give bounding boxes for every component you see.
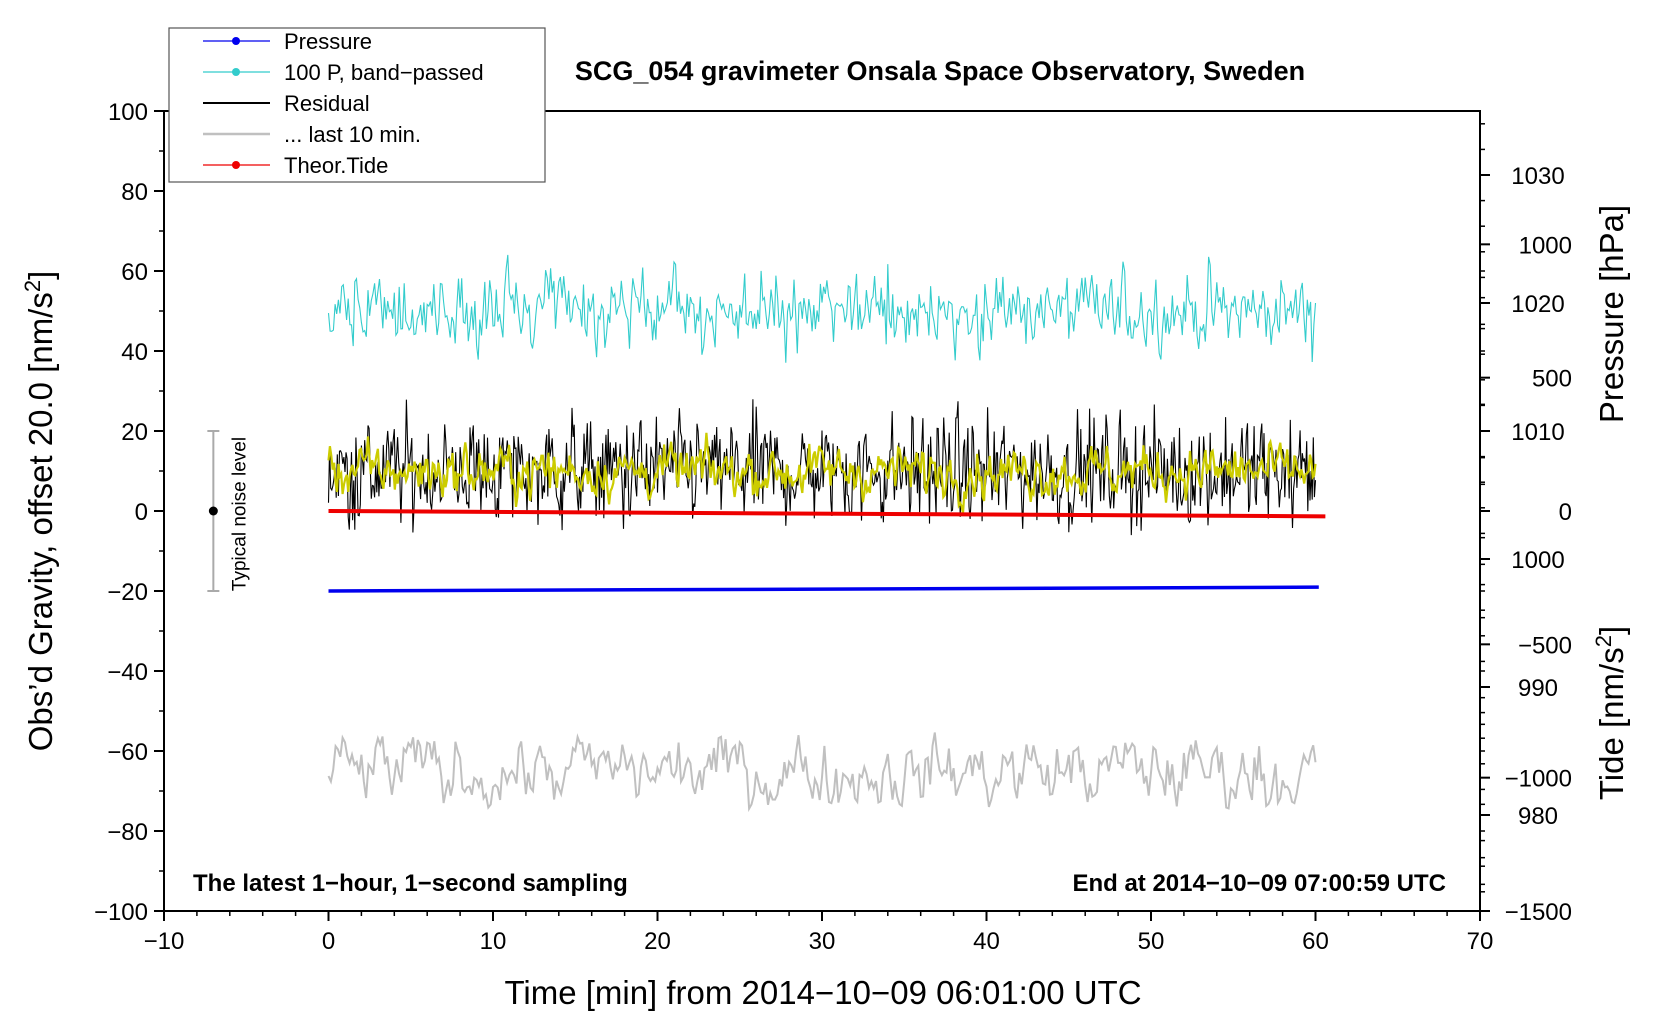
y-tick-label: −20 — [107, 579, 148, 606]
chart-title: SCG_054 gravimeter Onsala Space Observat… — [575, 56, 1305, 86]
sampling-note: The latest 1−hour, 1−second sampling — [193, 870, 628, 897]
x-tick-label: −10 — [144, 928, 185, 955]
pressure-tick-label: 1020 — [1511, 291, 1564, 318]
x-axis: −10 0 10 20 30 40 50 60 70 — [144, 911, 1494, 955]
legend-label: ... last 10 min. — [284, 122, 421, 147]
x-tick-label: 30 — [809, 928, 836, 955]
series-bandpassed-line — [327, 254, 1317, 363]
legend: Pressure 100 P, band−passed Residual ... la… — [168, 27, 546, 183]
series-last10min-line — [327, 732, 1317, 813]
pressure-tick-label: 990 — [1518, 675, 1558, 702]
pressure-tick-label: 1030 — [1511, 163, 1564, 190]
y-tick-label: 20 — [121, 419, 148, 446]
legend-label: Theor.Tide — [284, 153, 388, 178]
pressure-axis: 1030 1020 1010 1000 990 980 — [1480, 123, 1565, 893]
y-tick-label: 40 — [121, 339, 148, 366]
series-tide-line — [328, 509, 1326, 519]
x-tick-label: 50 — [1138, 928, 1165, 955]
pressure-tick-label: 980 — [1518, 803, 1558, 830]
x-tick-label: 70 — [1467, 928, 1494, 955]
legend-marker — [232, 161, 240, 169]
y-tick-label: −40 — [107, 659, 148, 686]
x-axis-title: Time [min] from 2014−10−09 06:01:00 UTC — [504, 974, 1141, 1011]
end-time-note: End at 2014−10−09 07:00:59 UTC — [1072, 870, 1446, 897]
y-tick-label: −100 — [94, 899, 148, 926]
y-tick-label: 60 — [121, 259, 148, 286]
series-residual-smoothed-line — [327, 432, 1317, 514]
tide-tick-label: 500 — [1532, 366, 1572, 393]
tide-tick-label: 0 — [1559, 499, 1572, 526]
legend-label: Residual — [284, 91, 370, 116]
pressure-tick-label: 1010 — [1511, 419, 1564, 446]
x-tick-label: 0 — [322, 928, 335, 955]
tide-tick-label: −500 — [1518, 632, 1572, 659]
x-tick-label: 60 — [1302, 928, 1329, 955]
tide-axis: 1000 500 0 −500 −1000 −1500 — [1480, 232, 1572, 926]
legend-marker — [232, 37, 240, 45]
series-pressure-line — [328, 585, 1319, 593]
legend-label: 100 P, band−passed — [284, 60, 484, 85]
noise-level-indicator: Typical noise level — [207, 430, 250, 592]
noise-center-dot — [208, 506, 218, 516]
legend-label: Pressure — [284, 29, 372, 54]
y-tick-label: −80 — [107, 819, 148, 846]
legend-marker — [232, 68, 240, 76]
y-tick-label: 80 — [121, 179, 148, 206]
series-layer — [327, 254, 1326, 813]
y-axis-title: Obs’d Gravity, offset 20.0 [nm/s2] — [20, 271, 59, 752]
y-tick-label: 0 — [135, 499, 148, 526]
x-tick-label: 40 — [973, 928, 1000, 955]
tide-tick-label: 1000 — [1519, 232, 1572, 259]
pressure-axis-title: Pressure [hPa] — [1593, 205, 1630, 423]
tide-axis-title: Tide [nm/s2] — [1591, 626, 1630, 800]
x-tick-label: 20 — [644, 928, 671, 955]
pressure-tick-label: 1000 — [1511, 547, 1564, 574]
y-tick-label: 100 — [108, 99, 148, 126]
tide-tick-label: −1500 — [1505, 899, 1572, 926]
legend-box — [168, 27, 546, 183]
y-axis: 100 80 60 40 20 0 −20 −40 −60 −80 −100 — [94, 99, 164, 926]
noise-level-label: Typical noise level — [229, 437, 250, 591]
tide-tick-label: −1000 — [1505, 766, 1572, 793]
y-tick-label: −60 — [107, 739, 148, 766]
x-tick-label: 10 — [480, 928, 507, 955]
